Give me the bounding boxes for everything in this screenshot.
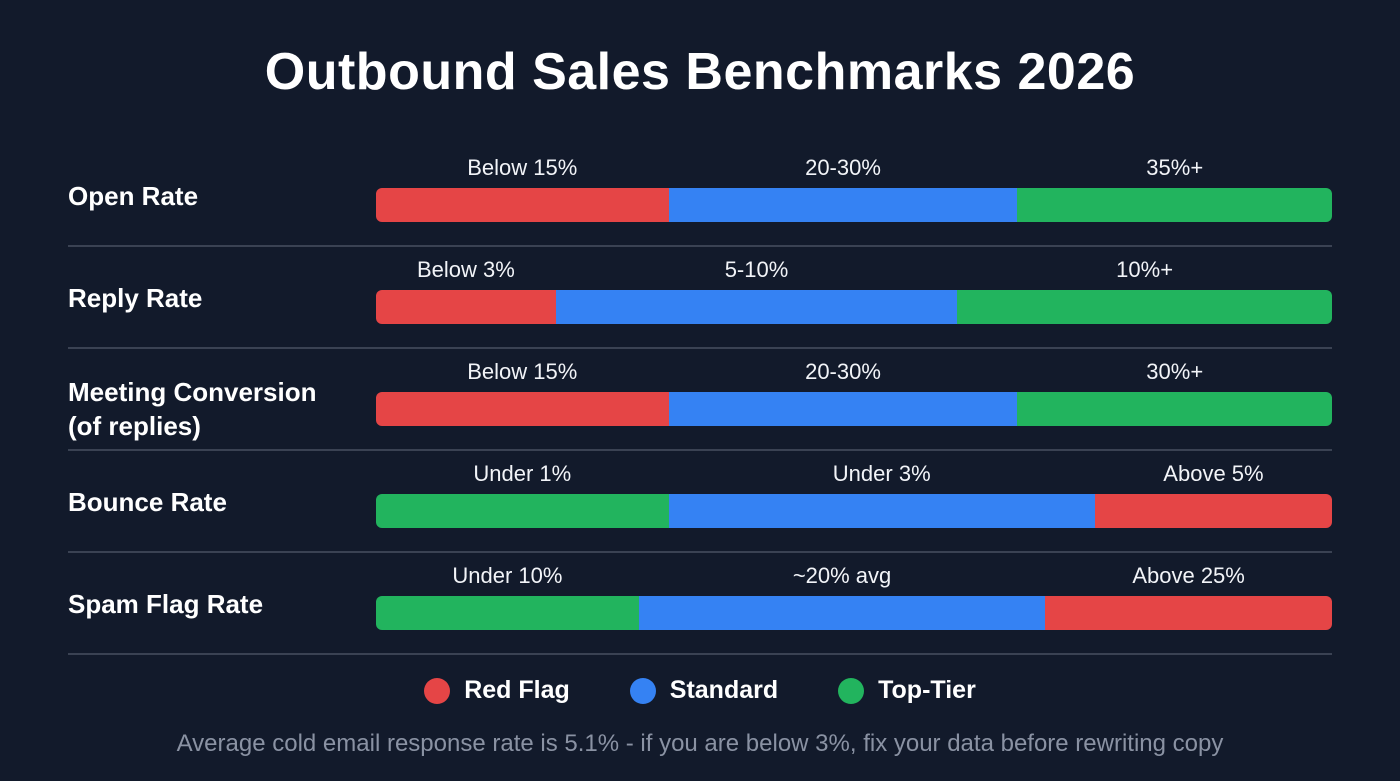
legend-dot-icon [838, 677, 865, 704]
segment-label: Under 10% [452, 563, 563, 588]
benchmark-row: Bounce Rate Under 1% Under 3% Above 5% [68, 451, 1332, 553]
legend-dot-icon [629, 677, 656, 704]
legend-label: Red Flag [464, 676, 570, 704]
benchmark-row: Open Rate Below 15% 20-30% 35%+ [68, 145, 1332, 247]
row-divider [68, 551, 1332, 553]
row-label: Meeting Conversion (of replies) [68, 377, 317, 441]
benchmark-row: Reply Rate Below 3% 5-10% 10%+ [68, 247, 1332, 349]
segment-label: 35%+ [1146, 155, 1204, 180]
segment-label: 30%+ [1146, 359, 1204, 384]
footnote: Average cold email response rate is 5.1%… [176, 730, 1224, 757]
bar-segment-top-tier [957, 290, 1332, 324]
legend-item: Top-Tier [838, 676, 976, 705]
bar-segment-standard [668, 188, 1018, 222]
legend-dot-icon [424, 677, 451, 704]
bar-segment-red-flag [376, 188, 669, 222]
segment-label: 10%+ [1116, 257, 1174, 282]
bar-segment-standard [555, 290, 958, 324]
segment-label: ~20% avg [792, 563, 892, 588]
benchmark-row: Meeting Conversion (of replies) Below 15% 2… [68, 349, 1332, 451]
legend-item: Red Flag [424, 676, 570, 705]
row-divider [68, 449, 1332, 451]
segment-label: Below 15% [467, 155, 578, 180]
legend-label: Standard [669, 676, 779, 704]
row-divider [68, 347, 1332, 349]
segment-label: Under 3% [832, 461, 931, 486]
bar-segment-standard [638, 596, 1046, 630]
benchmark-row: Spam Flag Rate Under 10% ~20% avg Above 25% [68, 553, 1332, 655]
stacked-bar [376, 392, 1332, 426]
bar-segment-red-flag [1045, 596, 1332, 630]
segment-label: 20-30% [805, 359, 881, 384]
stacked-bar [376, 290, 1332, 324]
stacked-bar [376, 188, 1332, 222]
row-label: Bounce Rate [68, 487, 227, 517]
row-label: Spam Flag Rate [68, 589, 264, 619]
legend: Red Flag Standard Top-Tier [0, 676, 1400, 705]
bar-segment-red-flag [376, 290, 556, 324]
bar-segment-top-tier [376, 596, 639, 630]
row-label: Open Rate [68, 181, 199, 211]
segment-label: 20-30% [805, 155, 881, 180]
segment-label: Under 1% [473, 461, 572, 486]
row-divider [68, 245, 1332, 247]
bar-segment-red-flag [376, 392, 669, 426]
row-label: Reply Rate [68, 283, 203, 313]
bar-segment-red-flag [1094, 494, 1332, 528]
bar-segment-top-tier [1017, 188, 1332, 222]
bar-segment-standard [668, 494, 1095, 528]
legend-item: Standard [629, 676, 779, 705]
segment-label: Below 15% [467, 359, 578, 384]
legend-label: Top-Tier [878, 676, 976, 704]
row-divider [68, 653, 1332, 655]
stacked-bar [376, 494, 1332, 528]
chart-title: Outbound Sales Benchmarks 2026 [264, 43, 1136, 101]
segment-label: Below 3% [416, 257, 515, 282]
stacked-bar [376, 596, 1332, 630]
segment-label: 5-10% [724, 257, 789, 282]
bar-segment-standard [668, 392, 1018, 426]
segment-label: Above 5% [1163, 461, 1264, 486]
bar-segment-top-tier [376, 494, 669, 528]
segment-label: Above 25% [1132, 563, 1245, 588]
bar-segment-top-tier [1017, 392, 1332, 426]
